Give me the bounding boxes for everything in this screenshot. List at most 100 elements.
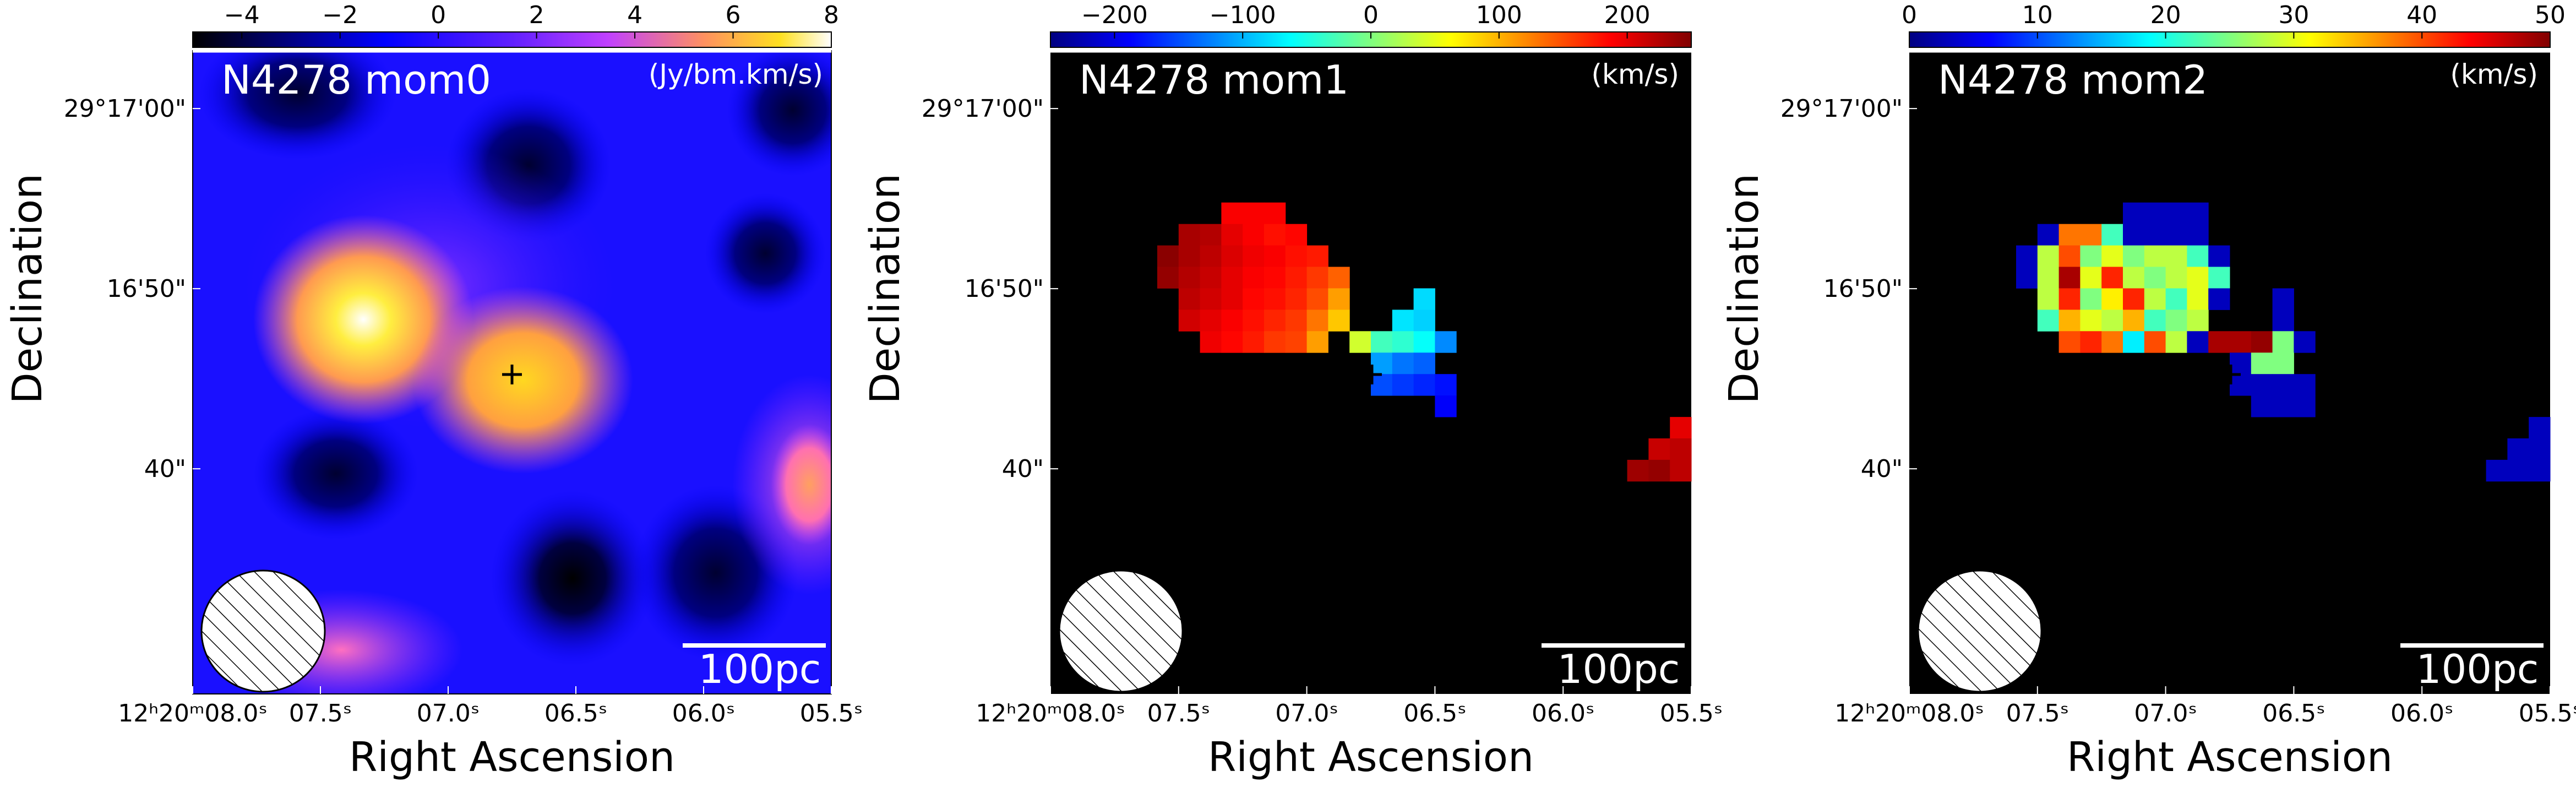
x-tick-label: 12ʰ20ᵐ08.0ˢ — [1834, 699, 1984, 728]
x-tick-label: 12ʰ20ᵐ08.0ˢ — [118, 699, 268, 728]
map-pixel — [1264, 331, 1286, 353]
map-mom0-region — [253, 408, 418, 540]
map-pixel — [1243, 288, 1265, 310]
beam-ellipse-mom2 — [1917, 569, 2043, 693]
map-pixel — [2187, 224, 2209, 246]
map-pixel — [1264, 245, 1286, 267]
panel-title-mom2: N4278 mom2 — [1938, 57, 2208, 103]
panel-mom1: −200 −100 0 100 200 N4278 mom1 (km/s) 100pc — [1050, 1, 1692, 694]
panel-title-mom0: N4278 mom0 — [221, 57, 491, 103]
map-mom0-peak — [771, 424, 831, 545]
map-pixel — [2058, 267, 2081, 289]
scale-bar-label-mom0: 100pc — [699, 646, 821, 692]
map-pixel — [1413, 374, 1435, 396]
x-tick-label: 07.5ˢ — [1147, 699, 1210, 728]
map-pixel — [2529, 438, 2551, 460]
map-pixel — [1243, 267, 1265, 289]
colorbar-tick-label: 10 — [2022, 1, 2053, 29]
map-pixel — [1264, 202, 1286, 225]
map-mom0-region — [198, 51, 396, 160]
map-pixel — [2486, 459, 2508, 482]
map-pixel — [2123, 267, 2145, 289]
map-pixel — [2165, 224, 2187, 246]
map-mom0-region — [490, 490, 655, 666]
map-mom1-pixels — [1157, 202, 1692, 482]
map-pixel — [1648, 459, 1670, 482]
map-pixel — [1285, 331, 1308, 353]
map-pixel — [2123, 202, 2145, 225]
map-pixel — [1392, 331, 1414, 353]
map-pixel — [2037, 310, 2060, 332]
map-pixel — [1392, 310, 1414, 332]
x-tick-label: 05.5ˢ — [800, 699, 863, 728]
map-pixel — [2272, 310, 2294, 332]
y-tick-label: 16'50" — [965, 275, 1044, 303]
map-pixel — [2165, 288, 2187, 310]
map-pixel — [2101, 310, 2123, 332]
map-pixel — [1178, 310, 1201, 332]
map-pixel — [1349, 331, 1371, 353]
map-pixel — [1306, 267, 1328, 289]
x-axis-title: Right Ascension — [349, 734, 675, 781]
map-pixel — [2144, 310, 2166, 332]
colorbar-tick-label: 6 — [726, 1, 741, 29]
map-pixel — [1221, 267, 1243, 289]
colorbar-tick-label: 0 — [1902, 1, 1917, 29]
colorbar-tick-label: 0 — [1363, 1, 1379, 29]
map-pixel — [2187, 288, 2209, 310]
colorbar-tick-label: 50 — [2535, 1, 2566, 29]
map-pixel — [2529, 417, 2551, 439]
map-pixel — [1157, 245, 1179, 267]
map-pixel — [1371, 331, 1393, 353]
map-pixel — [1627, 459, 1649, 482]
map-pixel — [1221, 288, 1243, 310]
map-pixel — [2101, 245, 2123, 267]
colorbar-tick-label: 20 — [2150, 1, 2181, 29]
y-axis-title: Declination — [862, 173, 909, 404]
x-tick-label: 07.5ˢ — [2006, 699, 2069, 728]
x-tick-label: 06.5ˢ — [2262, 699, 2325, 728]
map-mom0-region — [727, 51, 831, 176]
colorbar-tick-label: −2 — [322, 1, 358, 29]
y-tick-label: 29°17'00" — [64, 95, 186, 123]
map-pixel — [2251, 395, 2273, 417]
map-pixel — [2144, 331, 2166, 353]
map-pixel — [1670, 459, 1692, 482]
map-pixel — [1221, 224, 1243, 246]
map-pixel — [1670, 417, 1692, 439]
map-pixel — [2101, 331, 2123, 353]
map-pixel — [1413, 288, 1435, 310]
colorbar-tick-label: 4 — [627, 1, 642, 29]
map-pixel — [2230, 331, 2252, 353]
map-pixel — [1243, 202, 1265, 225]
colorbar-mom2 — [1909, 31, 2551, 48]
x-tick-label: 07.0ˢ — [417, 699, 480, 728]
colorbar-mom1-ticks: −200 −100 0 100 200 — [1081, 1, 1651, 39]
map-pixel — [2080, 288, 2102, 310]
map-pixel — [1221, 245, 1243, 267]
map-pixel — [2187, 202, 2209, 225]
y-tick-label: 40" — [1002, 455, 1044, 483]
x-tick-label: 07.5ˢ — [289, 699, 352, 728]
map-pixel — [2187, 245, 2209, 267]
map-pixel — [2080, 224, 2102, 246]
map-pixel — [2037, 245, 2060, 267]
y-axis-title: Declination — [4, 173, 51, 404]
map-pixel — [2529, 459, 2551, 482]
map-pixel — [2144, 288, 2166, 310]
map-pixel — [2123, 224, 2145, 246]
colorbar-mom2-ticks: 0 10 20 30 40 50 — [1902, 1, 2566, 39]
panel-title-mom1: N4278 mom1 — [1079, 57, 1349, 103]
map-pixel — [1285, 245, 1308, 267]
map-pixel — [1285, 267, 1308, 289]
x-tick-label: 06.0ˢ — [1532, 699, 1594, 728]
map-pixel — [1285, 224, 1308, 246]
map-pixel — [2016, 245, 2038, 267]
map-mom2-pixels — [2016, 202, 2551, 482]
map-pixel — [2208, 267, 2230, 289]
map-pixel — [1200, 224, 1222, 246]
y-tick-label: 16'50" — [1823, 275, 1903, 303]
colorbar-tick-label: 0 — [431, 1, 446, 29]
x-tick-label: 06.5ˢ — [544, 699, 607, 728]
map-pixel — [1243, 224, 1265, 246]
